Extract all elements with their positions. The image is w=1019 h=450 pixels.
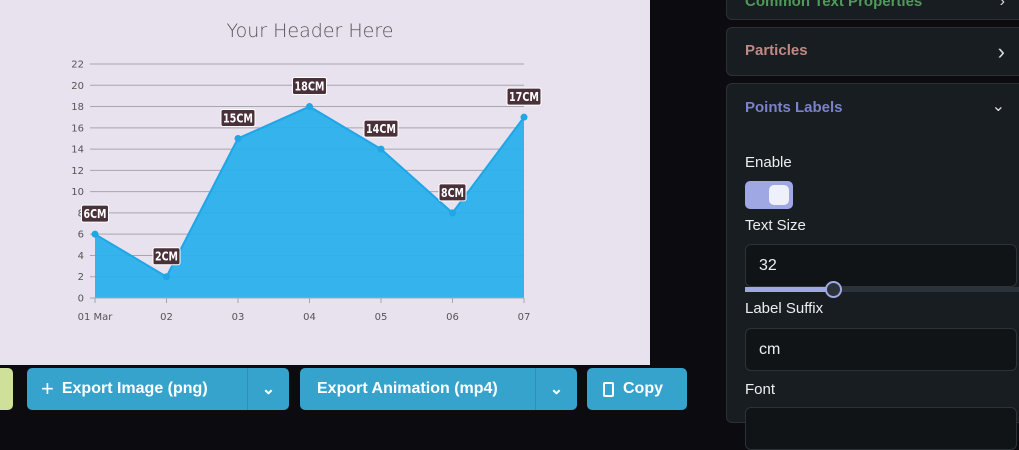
export-animation-label: Export Animation (mp4) (317, 380, 498, 397)
data-label-bg (220, 108, 256, 127)
data-label: 8CM (441, 186, 464, 200)
y-tick-label: 22 (71, 60, 84, 71)
export-image-label: Export Image (png) (61, 380, 208, 397)
x-tick-label: 07 (518, 312, 531, 323)
y-tick-label: 4 (78, 251, 84, 262)
chevron-right-icon: › (997, 39, 1005, 64)
data-label-bg (506, 87, 542, 106)
data-label-bg (363, 119, 399, 138)
section-particles[interactable]: Particles › (726, 27, 1019, 76)
y-tick-label: 12 (71, 166, 84, 177)
label-suffix-label: Label Suffix (745, 300, 824, 317)
x-tick-label: 06 (446, 312, 459, 323)
data-point (449, 209, 456, 217)
clipboard-icon (603, 381, 614, 397)
y-tick-label: 6 (78, 230, 84, 241)
x-tick-label: 03 (232, 312, 245, 323)
data-label-bg (292, 77, 327, 96)
chart-title: Your Header Here (226, 20, 394, 42)
data-label-bg (152, 247, 181, 266)
chevron-down-icon[interactable]: ⌄ (535, 368, 577, 410)
x-tick-label: 01 Mar (78, 312, 114, 323)
section-title: Points Labels (745, 99, 843, 116)
data-label: 18CM (295, 80, 325, 94)
section-title: Common Text Properties (745, 0, 923, 10)
label-suffix-input[interactable]: cm (745, 328, 1017, 371)
chevron-down-icon[interactable]: ⌄ (991, 98, 1005, 115)
y-tick-label: 16 (71, 123, 84, 134)
copy-button[interactable]: Copy (587, 368, 687, 410)
y-tick-label: 18 (71, 102, 84, 113)
section-title: Particles (745, 42, 808, 59)
x-tick-label: 04 (303, 312, 316, 323)
copy-label: Copy (623, 380, 663, 397)
text-size-input[interactable]: 32 (745, 244, 1017, 287)
y-tick-label: 14 (71, 145, 84, 156)
data-label: 17CM (509, 90, 539, 104)
data-point (520, 113, 528, 121)
y-tick-label: 8 (78, 208, 84, 219)
data-label: 15CM (223, 111, 253, 125)
y-tick-label: 2 (78, 272, 84, 283)
data-label-bg (438, 183, 467, 202)
font-select[interactable] (745, 407, 1017, 450)
chevron-down-icon[interactable]: ⌄ (247, 368, 289, 410)
font-label: Font (745, 381, 776, 398)
data-label: 14CM (366, 122, 396, 136)
y-tick-label: 0 (78, 294, 84, 305)
text-size-slider[interactable] (745, 281, 1019, 298)
data-point (234, 134, 242, 142)
export-image-button[interactable]: + Export Image (png) ⌄ (27, 368, 289, 410)
data-point (306, 103, 313, 111)
export-animation-button[interactable]: Export Animation (mp4) ⌄ (300, 368, 577, 410)
enable-toggle[interactable] (745, 181, 793, 209)
y-tick-label: 20 (71, 81, 84, 92)
text-size-label: Text Size (745, 217, 806, 234)
data-label-bg (81, 204, 109, 223)
section-common-text-properties[interactable]: Common Text Properties › (726, 0, 1019, 20)
y-tick-label: 10 (71, 187, 84, 198)
area-fill (95, 106, 524, 298)
data-label: 6CM (84, 207, 107, 221)
data-point (163, 273, 170, 281)
data-point (91, 230, 99, 238)
chart-canvas: Your Header Here 0 2 4 6 8 10 12 14 16 18 20 22 01 M… (0, 0, 650, 365)
enable-label: Enable (745, 154, 792, 171)
slider-thumb[interactable] (825, 281, 842, 298)
chevron-right-icon: › (999, 0, 1005, 10)
properties-panel: Common Text Properties › Particles › Poi… (726, 0, 1019, 450)
plus-icon: + (41, 376, 54, 401)
x-tick-label: 05 (375, 312, 388, 323)
section-points-labels: Points Labels ⌄ Enable Text Size 32 Labe… (726, 83, 1019, 450)
green-button[interactable] (0, 368, 13, 410)
data-label: 2CM (155, 250, 178, 264)
data-point (377, 145, 385, 153)
x-tick-label: 02 (160, 312, 173, 323)
